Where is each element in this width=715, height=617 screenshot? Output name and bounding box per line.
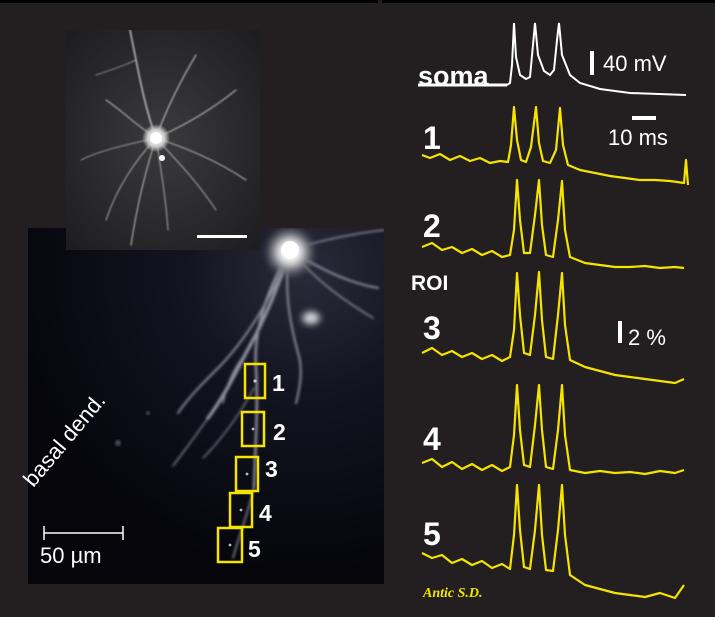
voltage-scale-bar xyxy=(590,51,594,75)
trace-number-1: 1 xyxy=(423,120,441,156)
inset-fluorescence-image xyxy=(66,30,260,250)
roi-marker-1: 1 xyxy=(272,370,285,396)
signature: Antic S.D. xyxy=(423,586,483,601)
roi-trace-1 xyxy=(421,105,690,186)
roi-marker-4: 4 xyxy=(259,500,272,526)
traces-panel xyxy=(418,22,690,600)
roi-box-1 xyxy=(243,362,267,400)
roi-box-5 xyxy=(216,526,244,564)
roi-marker-2: 2 xyxy=(273,419,286,445)
scale-bar-50um xyxy=(43,526,124,540)
trace-number-5: 5 xyxy=(423,516,441,552)
roi-marker-5: 5 xyxy=(248,536,261,562)
roi-box-3 xyxy=(234,455,260,493)
roi-trace-3 xyxy=(421,270,685,385)
time-scale-bar xyxy=(632,116,656,120)
percent-scale-bar xyxy=(618,321,622,343)
top-border-gap xyxy=(378,0,382,3)
roi-marker-3: 3 xyxy=(265,456,278,482)
roi-label: ROI xyxy=(411,272,449,295)
soma-label: soma xyxy=(418,61,489,91)
voltage-scale-label: 40 mV xyxy=(603,51,667,76)
top-border xyxy=(0,0,715,3)
soma-trace xyxy=(418,22,687,96)
roi-trace-5 xyxy=(421,483,685,600)
trace-number-3: 3 xyxy=(423,310,441,346)
inset-scale-bar xyxy=(197,235,247,238)
roi-trace-4 xyxy=(421,383,685,476)
roi-box-2 xyxy=(240,410,266,448)
trace-number-2: 2 xyxy=(423,208,441,244)
scale-label-um: 50 µm xyxy=(40,543,102,568)
trace-number-4: 4 xyxy=(423,421,441,457)
percent-scale-label: 2 % xyxy=(628,325,666,350)
time-scale-label: 10 ms xyxy=(608,125,668,150)
roi-trace-2 xyxy=(421,178,685,270)
main-fluorescence-image xyxy=(28,228,384,584)
